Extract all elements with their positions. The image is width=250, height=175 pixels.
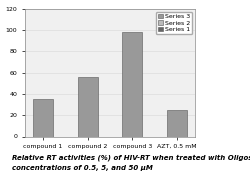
- Bar: [122, 32, 142, 136]
- Text: Relative RT activities (%) of HIV-RT when treated with Oligos #1–6 at: Relative RT activities (%) of HIV-RT whe…: [12, 154, 250, 161]
- Text: concentrations of 0.5, 5, and 50 μM: concentrations of 0.5, 5, and 50 μM: [12, 165, 154, 172]
- Bar: [167, 110, 187, 136]
- Bar: [33, 99, 53, 136]
- Bar: [78, 77, 98, 136]
- Legend: Series 3, Series 2, Series 1: Series 3, Series 2, Series 1: [156, 12, 192, 34]
